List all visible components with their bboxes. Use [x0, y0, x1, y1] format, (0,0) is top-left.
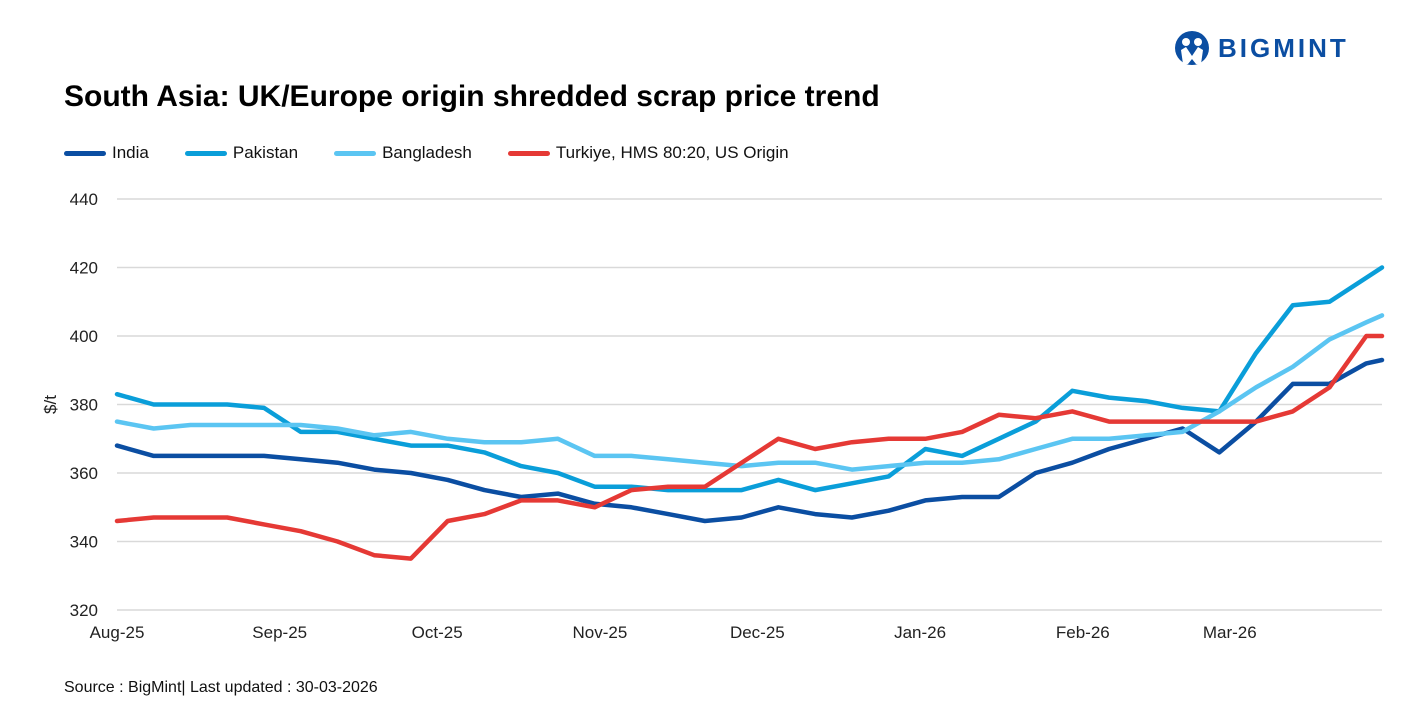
y-tick-label: 320: [70, 601, 98, 620]
x-tick-label: Jan-26: [894, 623, 946, 642]
x-tick-label: Sep-25: [252, 623, 307, 642]
x-tick-label: Aug-25: [90, 623, 145, 642]
logo-text: BIGMINT: [1218, 32, 1349, 63]
series-line-bangladesh: [114, 313, 1385, 472]
legend-swatch: [507, 150, 550, 156]
x-tick-label: Oct-25: [412, 623, 463, 642]
y-tick-label: 340: [70, 533, 98, 552]
x-tick-label: Nov-25: [572, 623, 627, 642]
y-axis-label: $/t: [41, 395, 60, 414]
legend-item: Pakistan: [184, 143, 299, 163]
legend-label: Bangladesh: [382, 143, 472, 162]
series-line-turkiye: [114, 333, 1385, 561]
legend-swatch: [184, 150, 227, 156]
chart-title: South Asia: UK/Europe origin shredded sc…: [64, 80, 880, 113]
y-tick-label: 380: [70, 396, 98, 415]
series-line-india: [114, 357, 1385, 524]
y-tick-label: 400: [70, 327, 98, 346]
bigmint-logo: BIGMINT: [1174, 30, 1349, 66]
legend-label: India: [112, 143, 149, 162]
x-tick-label: Feb-26: [1056, 623, 1110, 642]
legend-label: Turkiye, HMS 80:20, US Origin: [555, 143, 789, 162]
x-tick-label: Dec-25: [730, 623, 785, 642]
legend-item: Bangladesh: [334, 143, 472, 163]
legend-item: Turkiye, HMS 80:20, US Origin: [507, 143, 789, 163]
series-line-pakistan: [114, 265, 1385, 493]
legend-swatch: [334, 150, 377, 156]
legend-swatch: [64, 150, 106, 156]
source-note: Source : BigMint| Last updated : 30-03-2…: [64, 679, 378, 696]
x-tick-label: Mar-26: [1203, 623, 1257, 642]
legend-item: India: [64, 143, 149, 163]
legend: India Pakistan Bangladesh Turkiye, HMS 80:2…: [64, 143, 789, 163]
y-tick-label: 440: [70, 190, 98, 209]
legend-label: Pakistan: [232, 143, 299, 162]
y-tick-label: 360: [70, 464, 98, 483]
y-tick-label: 420: [70, 259, 98, 278]
people-logo-icon: [1175, 31, 1209, 65]
